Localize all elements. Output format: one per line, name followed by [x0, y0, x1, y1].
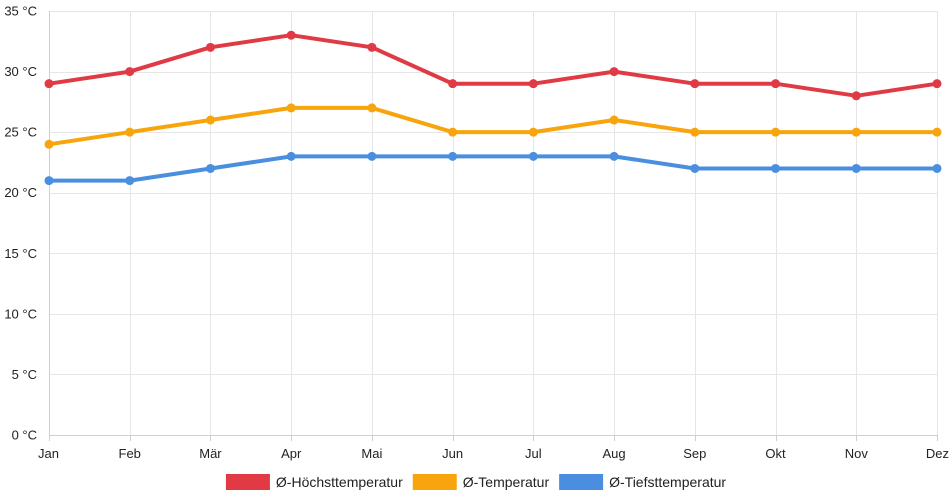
x-tick-label: Jul: [525, 446, 542, 461]
chart-series: [44, 30, 942, 186]
data-point[interactable]: [609, 67, 619, 77]
y-tick-label: 10 °C: [4, 306, 37, 321]
data-point[interactable]: [125, 127, 135, 137]
y-axis: 0 °C 5 °C 10 °C 15 °C 20 °C 25 °C 30 °C 35 °C: [4, 4, 50, 443]
data-point[interactable]: [44, 139, 54, 149]
series-line: [47, 33, 939, 98]
series-line: [47, 105, 939, 147]
data-point[interactable]: [44, 79, 54, 89]
data-point[interactable]: [851, 91, 861, 101]
legend-swatch: [559, 474, 604, 490]
data-point[interactable]: [205, 42, 215, 52]
series-line: [47, 154, 939, 183]
chart-grid: [49, 11, 938, 441]
legend-label: Ø-Tiefsttemperatur: [609, 474, 726, 490]
legend-item[interactable]: Ø-Höchsttemperatur: [225, 474, 403, 490]
legend-label: Ø-Temperatur: [463, 474, 550, 490]
x-tick-label: Dez: [926, 446, 949, 461]
data-point[interactable]: [286, 151, 296, 161]
data-point[interactable]: [448, 151, 458, 161]
data-point[interactable]: [690, 79, 700, 89]
x-axis: Jan Feb Mär Apr Mai Jun Jul Aug Sep Okt Nov Dez: [38, 446, 949, 461]
y-tick-label: 20 °C: [4, 185, 37, 200]
data-point[interactable]: [609, 115, 619, 125]
data-point[interactable]: [932, 163, 942, 173]
series-1: [44, 103, 942, 149]
legend-item[interactable]: Ø-Tiefsttemperatur: [559, 474, 726, 490]
data-point[interactable]: [44, 176, 54, 186]
data-point[interactable]: [851, 127, 861, 137]
data-point[interactable]: [448, 79, 458, 89]
x-tick-label: Feb: [119, 446, 141, 461]
data-point[interactable]: [125, 67, 135, 77]
data-point[interactable]: [932, 79, 942, 89]
y-tick-label: 35 °C: [4, 4, 37, 19]
data-point[interactable]: [205, 115, 215, 125]
data-point[interactable]: [609, 151, 619, 161]
y-tick-label: 5 °C: [12, 367, 37, 382]
data-point[interactable]: [125, 176, 135, 186]
data-point[interactable]: [448, 127, 458, 137]
data-point[interactable]: [205, 163, 215, 173]
x-tick-label: Okt: [765, 446, 786, 461]
y-tick-label: 0 °C: [12, 428, 37, 443]
x-tick-label: Sep: [683, 446, 706, 461]
data-point[interactable]: [690, 127, 700, 137]
x-tick-label: Mai: [361, 446, 382, 461]
data-point[interactable]: [367, 103, 377, 113]
data-point[interactable]: [528, 127, 538, 137]
x-tick-label: Aug: [603, 446, 626, 461]
chart-legend[interactable]: Ø-Höchsttemperatur Ø-Temperatur Ø-Tiefstte…: [225, 474, 726, 490]
y-tick-label: 30 °C: [4, 64, 37, 79]
series-0: [44, 30, 942, 101]
legend-item[interactable]: Ø-Temperatur: [412, 474, 550, 490]
data-point[interactable]: [367, 42, 377, 52]
data-point[interactable]: [286, 30, 296, 40]
x-tick-label: Nov: [845, 446, 869, 461]
legend-label: Ø-Höchsttemperatur: [276, 474, 403, 490]
data-point[interactable]: [286, 103, 296, 113]
data-point[interactable]: [771, 127, 781, 137]
y-tick-label: 15 °C: [4, 246, 37, 261]
data-point[interactable]: [932, 127, 942, 137]
x-tick-label: Apr: [281, 446, 302, 461]
data-point[interactable]: [528, 79, 538, 89]
data-point[interactable]: [771, 79, 781, 89]
x-tick-label: Mär: [199, 446, 222, 461]
data-point[interactable]: [367, 151, 377, 161]
data-point[interactable]: [528, 151, 538, 161]
data-point[interactable]: [851, 163, 861, 173]
legend-swatch: [412, 474, 457, 490]
data-point[interactable]: [690, 163, 700, 173]
x-tick-label: Jan: [38, 446, 59, 461]
x-tick-label: Jun: [442, 446, 463, 461]
data-point[interactable]: [771, 163, 781, 173]
y-tick-label: 25 °C: [4, 125, 37, 140]
series-2: [44, 151, 942, 186]
legend-swatch: [225, 474, 270, 490]
